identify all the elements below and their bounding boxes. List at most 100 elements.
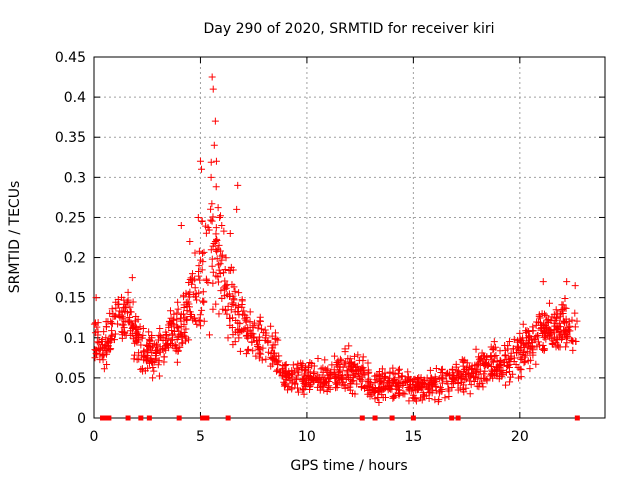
data-point bbox=[226, 321, 234, 329]
plot-frame bbox=[93, 56, 606, 419]
data-point bbox=[197, 256, 205, 264]
data-point bbox=[118, 312, 126, 320]
data-point bbox=[215, 266, 223, 274]
data-point bbox=[108, 331, 116, 339]
data-point bbox=[331, 352, 339, 360]
data-point bbox=[219, 269, 227, 277]
data-point bbox=[546, 331, 554, 339]
data-point bbox=[323, 387, 331, 395]
data-point bbox=[241, 311, 249, 319]
data-point bbox=[229, 300, 237, 308]
data-point bbox=[161, 344, 169, 352]
data-point bbox=[386, 382, 394, 390]
data-point bbox=[269, 360, 277, 368]
data-point bbox=[180, 329, 188, 337]
y-tick-label: 0.45 bbox=[55, 50, 86, 66]
data-point bbox=[152, 349, 160, 357]
data-point bbox=[150, 340, 158, 348]
data-point bbox=[332, 361, 340, 369]
data-point bbox=[375, 384, 383, 392]
data-point bbox=[571, 282, 579, 290]
data-point bbox=[185, 336, 193, 344]
data-point bbox=[195, 262, 203, 270]
data-point bbox=[314, 378, 322, 386]
data-point bbox=[371, 379, 379, 387]
data-point bbox=[244, 345, 252, 353]
data-point bbox=[164, 335, 172, 343]
data-point bbox=[208, 217, 216, 225]
data-point bbox=[121, 307, 129, 315]
data-point bbox=[361, 385, 369, 393]
data-point bbox=[490, 338, 498, 346]
data-point bbox=[234, 302, 242, 310]
data-point bbox=[462, 375, 470, 383]
data-point bbox=[502, 381, 510, 389]
data-point bbox=[104, 318, 112, 326]
data-point bbox=[353, 367, 361, 375]
data-point bbox=[234, 181, 242, 189]
data-point bbox=[490, 345, 498, 353]
data-point bbox=[174, 298, 182, 306]
x-axis-label: GPS time / hours bbox=[290, 458, 407, 474]
data-point bbox=[235, 334, 243, 342]
data-point bbox=[115, 300, 123, 308]
data-point bbox=[249, 323, 257, 331]
data-point bbox=[170, 310, 178, 318]
data-point bbox=[414, 380, 422, 388]
data-point bbox=[334, 357, 342, 365]
data-point bbox=[236, 347, 244, 355]
data-point bbox=[160, 353, 168, 361]
data-point bbox=[230, 295, 238, 303]
data-point bbox=[435, 389, 443, 397]
data-point bbox=[553, 309, 561, 317]
x-tick-label: 0 bbox=[90, 429, 99, 445]
data-point bbox=[401, 377, 409, 385]
data-point bbox=[331, 374, 339, 382]
data-point bbox=[210, 141, 218, 149]
data-point bbox=[133, 356, 141, 364]
data-point bbox=[272, 334, 280, 342]
data-point bbox=[191, 284, 199, 292]
data-point bbox=[255, 333, 263, 341]
data-point bbox=[231, 338, 239, 346]
y-tick-label: 0.25 bbox=[55, 210, 86, 226]
data-point bbox=[238, 303, 246, 311]
data-point bbox=[378, 391, 386, 399]
data-point bbox=[254, 345, 262, 353]
data-point bbox=[180, 291, 188, 299]
data-point bbox=[102, 334, 110, 342]
data-point bbox=[229, 331, 237, 339]
data-point bbox=[517, 373, 525, 381]
data-point bbox=[374, 394, 382, 402]
data-point bbox=[550, 329, 558, 337]
data-point bbox=[254, 324, 262, 332]
data-point bbox=[214, 278, 222, 286]
data-point bbox=[186, 308, 194, 316]
data-point bbox=[544, 319, 552, 327]
data-point bbox=[299, 360, 307, 368]
data-point bbox=[261, 326, 269, 334]
data-point bbox=[284, 386, 292, 394]
data-point bbox=[131, 351, 139, 359]
data-point bbox=[419, 389, 427, 397]
data-point bbox=[333, 383, 341, 391]
data-point bbox=[99, 356, 107, 364]
data-point bbox=[255, 354, 263, 362]
data-point bbox=[541, 328, 549, 336]
data-point bbox=[209, 268, 217, 276]
data-point bbox=[301, 382, 309, 390]
data-point bbox=[435, 396, 443, 404]
data-point bbox=[282, 361, 290, 369]
zero-marker bbox=[125, 415, 131, 421]
data-point bbox=[450, 371, 458, 379]
data-point bbox=[513, 348, 521, 356]
data-point bbox=[212, 230, 220, 238]
data-point bbox=[281, 381, 289, 389]
data-point bbox=[262, 355, 270, 363]
data-point bbox=[235, 289, 243, 297]
data-point bbox=[156, 332, 164, 340]
zero-marker bbox=[449, 415, 455, 421]
data-point bbox=[316, 373, 324, 381]
data-point bbox=[172, 347, 180, 355]
data-point bbox=[192, 290, 200, 298]
